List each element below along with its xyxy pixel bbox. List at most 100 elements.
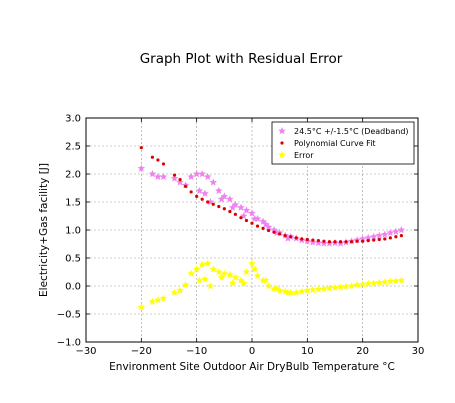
data-point [148,170,157,178]
data-point [137,303,146,311]
data-point [333,240,337,244]
data-point [211,202,215,206]
x-tick-label: −20 [131,346,152,357]
data-point [170,174,179,182]
data-point [206,200,210,204]
data-point [209,178,218,186]
legend-label: Error [294,151,314,160]
legend-marker [280,141,284,145]
data-point [192,265,201,273]
data-point [156,158,160,162]
data-point [248,259,256,267]
data-point [375,231,384,239]
data-point [226,195,234,203]
data-point [278,232,282,236]
data-point [311,238,315,242]
data-point [294,236,298,240]
data-point [397,276,406,284]
data-point [305,237,309,242]
data-point [264,282,273,290]
data-point [154,296,162,304]
axis-ticks: −30 −20 −10 0 10 20 30 −1.0 −0.5 0.0 0.5 1.0 1.5 2.0 2… [57,114,425,358]
legend-box [271,121,415,165]
data-point [159,294,168,302]
series-0 [137,164,406,247]
data-point [148,297,157,305]
data-point [228,279,237,287]
data-point [267,228,271,233]
data-point [161,162,166,166]
y-tick-label: −1.0 [57,338,81,349]
data-point [217,273,226,281]
data-point [198,170,206,178]
data-point [203,172,212,181]
data-point [338,240,343,244]
data-point [261,226,265,230]
data-point [203,259,212,267]
series-layer [137,146,406,311]
y-tick-label: 3.0 [65,114,81,125]
data-point [239,216,243,220]
data-point [255,224,260,228]
data-point [397,226,406,234]
legend: 24.5°C +/-1.5°C (Deadband) Polynomial Cur… [271,121,415,165]
data-point [187,172,195,181]
data-point [262,220,270,228]
data-point [189,190,193,194]
data-point [250,214,259,223]
data-point [399,234,403,238]
data-point [344,240,348,244]
y-tick-label: 2.5 [65,142,81,153]
data-point [381,230,389,238]
data-point [181,280,190,289]
data-point [226,270,234,279]
data-point [217,195,226,203]
data-point [242,206,251,214]
data-point [200,197,204,201]
data-point [292,288,301,296]
data-point [187,269,195,277]
chart-title: Graph Plot with Residual Error [140,51,343,67]
data-point [309,238,317,246]
data-point [233,212,237,216]
data-point [137,164,146,172]
data-point [394,235,398,239]
data-point [347,282,356,290]
y-axis-label: Electricity+Gas facility [J] [38,163,50,297]
data-point [248,209,256,217]
data-point [289,235,293,239]
data-point [377,237,381,242]
data-point [222,207,226,211]
data-point [250,221,254,225]
legend-label: Polynomial Curve Fit [294,139,376,148]
legend-label: 24.5°C +/-1.5°C (Deadband) [294,127,409,136]
data-point [283,234,287,238]
x-tick-label: 30 [412,346,425,357]
data-point [314,238,323,247]
data-point [220,269,229,277]
data-point [228,203,237,211]
legend-marker [278,151,286,159]
data-point [198,260,206,268]
data-point [159,172,168,181]
x-tick-label: 0 [249,346,255,357]
data-point [178,178,182,182]
data-point [355,239,359,243]
y-tick-label: 0.5 [65,254,81,265]
data-point [184,184,188,188]
data-point [215,186,223,195]
data-point [316,239,320,243]
data-point [209,265,218,273]
data-point [284,288,292,296]
data-point [242,268,251,276]
data-point [239,279,248,287]
data-point [195,194,199,198]
data-point [250,265,259,273]
data-point [366,239,370,243]
y-tick-label: 0.0 [65,282,81,293]
data-point [176,178,184,186]
data-point [383,237,387,241]
data-point [392,227,400,235]
x-tick-label: 10 [301,346,314,357]
